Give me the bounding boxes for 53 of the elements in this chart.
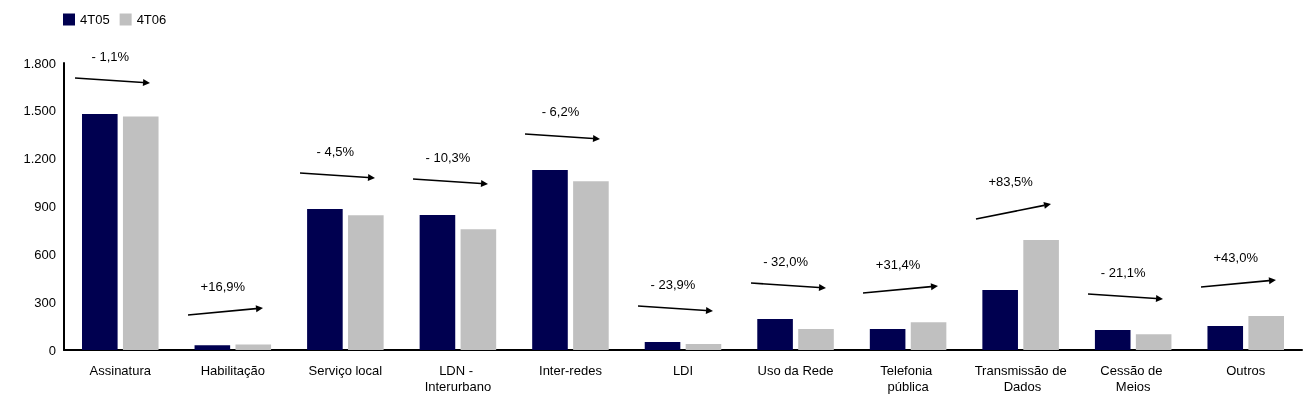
y-tick-label: 300 xyxy=(34,294,56,310)
bar xyxy=(307,209,343,350)
bar xyxy=(82,114,118,350)
annotation: - 4,5% xyxy=(316,143,355,159)
legend-label: 4T05 xyxy=(80,12,110,27)
bar xyxy=(194,345,231,350)
y-tick-label: 1.500 xyxy=(23,103,56,119)
x-tick-label: Assinatura xyxy=(89,362,152,378)
y-tick-label: 1.200 xyxy=(23,151,56,167)
x-tick-label: LDI xyxy=(672,362,694,378)
bar xyxy=(1135,334,1172,350)
bar xyxy=(419,215,456,350)
x-tick-label: Habilitação xyxy=(200,362,265,378)
bar xyxy=(1023,239,1059,350)
legend-label: 4T06 xyxy=(136,12,167,27)
x-tick-label: Transmissão de Dados xyxy=(974,362,1067,394)
bar xyxy=(235,344,272,350)
x-tick-label: Inter-redes xyxy=(539,362,603,378)
x-tick-label: Telefonia pública xyxy=(880,362,936,394)
x-tick-label: Outros xyxy=(1226,362,1266,378)
annotation: - 6,2% xyxy=(541,104,580,120)
annotation: - 10,3% xyxy=(425,149,471,165)
bar xyxy=(869,328,906,350)
y-tick-label: 600 xyxy=(34,246,56,262)
x-tick-label: Cessão de Meios xyxy=(1100,362,1167,394)
bar xyxy=(122,116,159,350)
annotation: +83,5% xyxy=(988,174,1034,190)
y-tick-label: 1.800 xyxy=(23,55,56,71)
y-tick-label: 0 xyxy=(48,342,56,358)
annotation: +43,0% xyxy=(1213,250,1259,266)
bar xyxy=(757,319,793,350)
bar xyxy=(1207,326,1244,350)
bar xyxy=(644,342,681,350)
annotation: - 23,9% xyxy=(650,276,696,292)
bar xyxy=(1248,315,1284,350)
x-tick-label: Serviço local xyxy=(308,362,383,378)
bar xyxy=(685,343,722,350)
bar xyxy=(982,290,1018,350)
bar xyxy=(348,215,384,350)
bar xyxy=(1094,330,1131,350)
x-tick-label: Uso da Rede xyxy=(757,362,834,378)
bar xyxy=(910,322,947,350)
annotation: - 21,1% xyxy=(1100,264,1147,280)
annotation: - 32,0% xyxy=(763,253,809,269)
annotation: +31,4% xyxy=(875,256,921,272)
bar xyxy=(460,229,497,350)
bar xyxy=(573,181,609,350)
x-tick-label: LDN - Interurbano xyxy=(424,362,492,394)
annotation: - 1,1% xyxy=(91,48,130,64)
bar xyxy=(798,328,834,350)
annotation: +16,9% xyxy=(200,278,246,294)
bar xyxy=(532,169,568,350)
y-tick-label: 900 xyxy=(34,199,56,214)
